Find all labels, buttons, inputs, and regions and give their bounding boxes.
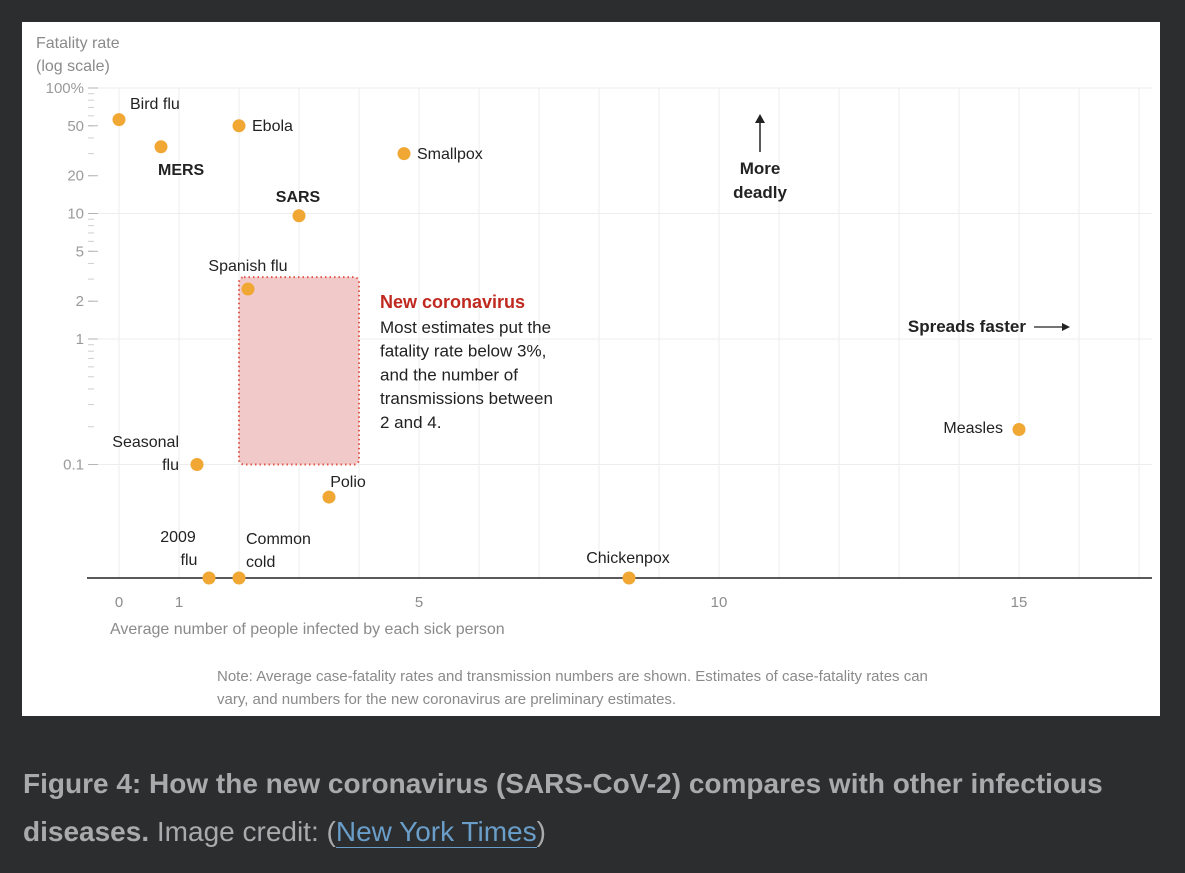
point-spanish-flu: [241, 282, 255, 296]
new-coronavirus-note-line: fatality rate below 3%,: [380, 342, 546, 361]
point-mers: [154, 140, 168, 154]
grid-layer: [88, 87, 1152, 578]
new-coronavirus-title: New coronavirus: [380, 292, 525, 312]
new-coronavirus-note-line: and the number of: [380, 365, 518, 384]
point-smallpox: [397, 147, 411, 161]
point-label-seasonal-flu: Seasonal: [112, 434, 179, 451]
point-ebola: [232, 119, 246, 133]
y-axis-title-line2: (log scale): [36, 58, 110, 75]
highlight-region-layer: [238, 276, 360, 466]
y-tick-label: 100%: [46, 80, 84, 97]
new-coronavirus-note-line: transmissions between: [380, 389, 553, 408]
nyt-link[interactable]: New York Times: [335, 816, 537, 848]
point-bird-flu: [112, 113, 126, 127]
spreads-faster-label: Spreads faster: [908, 317, 1026, 336]
caption-bold: Figure 4: How the new coronavirus (SARS-…: [23, 768, 1103, 847]
point-label-common-cold: Common: [246, 531, 311, 548]
point-label-seasonal-flu: flu: [162, 457, 179, 474]
x-tick-label: 0: [115, 594, 123, 611]
point-label-common-cold: cold: [246, 554, 275, 571]
point-chickenpox: [622, 571, 636, 585]
chart-note-line: vary, and numbers for the new coronaviru…: [217, 691, 676, 708]
y-tick-label: 20: [67, 168, 84, 185]
chart-note-line: Note: Average case-fatality rates and tr…: [217, 668, 928, 685]
y-axis-title-line1: Fatality rate: [36, 35, 120, 52]
spreads-faster-arrow-head: [1062, 323, 1070, 331]
more-deadly-label: More: [740, 159, 781, 178]
point-label-polio: Polio: [330, 474, 366, 491]
caption-credit: Image credit: (: [149, 816, 336, 847]
more-deadly-arrow-head: [755, 114, 765, 123]
point-label-chickenpox: Chickenpox: [586, 550, 670, 567]
y-tick-label: 0.1: [63, 457, 84, 474]
point-polio: [322, 490, 336, 504]
x-axis-title: Average number of people infected by eac…: [110, 621, 505, 638]
point-sars: [292, 209, 306, 223]
point-label-measles: Measles: [943, 420, 1003, 437]
new-coronavirus-region: [238, 276, 360, 466]
figure-caption: Figure 4: How the new coronavirus (SARS-…: [23, 760, 1153, 856]
text-layer: Bird flu MERS Ebola Smallpox SARS Spanish flu…: [112, 96, 1070, 708]
y-tick-label: 10: [67, 206, 84, 223]
y-tick-label: 2: [76, 293, 84, 310]
new-coronavirus-note-line: 2 and 4.: [380, 413, 441, 432]
point-2009-flu: [202, 571, 216, 585]
x-tick-label: 5: [415, 594, 423, 611]
y-tick-label: 5: [76, 243, 84, 260]
point-common-cold: [232, 571, 246, 585]
point-label-smallpox: Smallpox: [417, 146, 483, 163]
caption-close: ): [536, 816, 546, 847]
point-label-spanish-flu: Spanish flu: [208, 258, 287, 275]
point-label-2009-flu: 2009: [160, 529, 196, 546]
point-measles: [1012, 423, 1026, 437]
y-tick-label: 1: [76, 331, 84, 348]
point-seasonal-flu: [190, 458, 204, 471]
point-label-ebola: Ebola: [252, 118, 293, 135]
y-tick-label: 50: [67, 118, 84, 135]
more-deadly-label: deadly: [733, 183, 787, 202]
point-label-sars: SARS: [276, 189, 321, 206]
x-tick-label: 10: [711, 594, 728, 611]
points-layer: [112, 113, 1026, 585]
point-label-bird-flu: Bird flu: [130, 96, 180, 113]
chart-card: 100% 50 20 10 5 2 1 0.1 Fatality rate (log scale)…: [22, 22, 1160, 716]
point-label-mers: MERS: [158, 162, 205, 179]
point-label-2009-flu: flu: [181, 552, 198, 569]
new-coronavirus-note-line: Most estimates put the: [380, 318, 551, 337]
x-tick-label: 15: [1011, 594, 1028, 611]
x-tick-label: 1: [175, 594, 183, 611]
